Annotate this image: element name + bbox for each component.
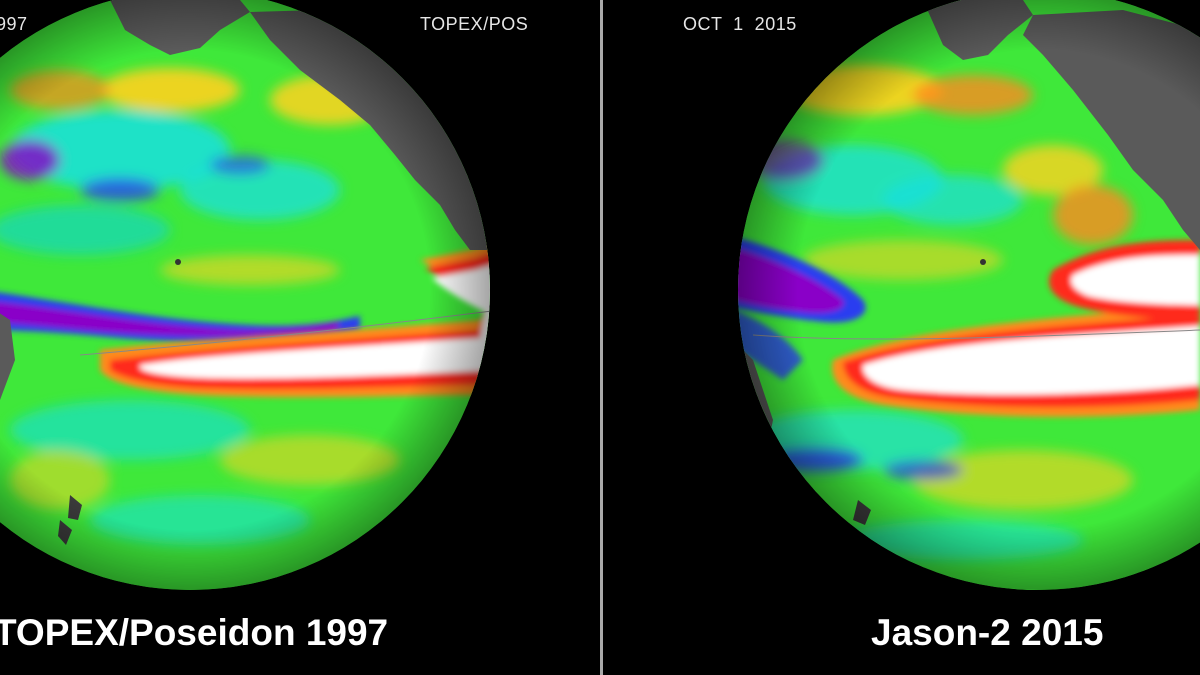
right-date-label: OCT 1 2015 xyxy=(683,14,797,34)
left-panel: 997 TOPEX/POS TOPEX/Poseidon 1997 xyxy=(0,0,529,653)
left-caption: TOPEX/Poseidon 1997 xyxy=(0,612,389,653)
left-satellite-label: TOPEX/POS xyxy=(420,14,529,34)
right-panel: OCT 1 2015 Jason-2 2015 xyxy=(603,0,1200,675)
right-globe-surface xyxy=(738,0,1200,590)
panel-divider xyxy=(600,0,603,675)
left-globe-map xyxy=(0,0,490,590)
left-date-label: 997 xyxy=(0,14,28,34)
right-globe-map xyxy=(738,0,1200,590)
left-globe-surface xyxy=(0,0,490,590)
right-caption: Jason-2 2015 xyxy=(871,612,1104,653)
